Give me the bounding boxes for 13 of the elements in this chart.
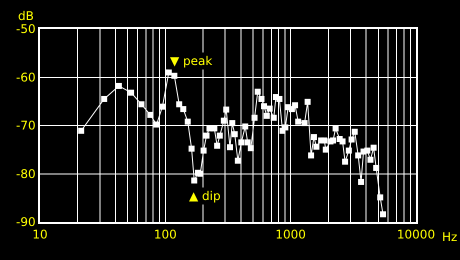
y-axis-title: dB [18, 9, 34, 23]
x-axis-title: Hz [442, 230, 458, 244]
annotation: ▼ peak [170, 54, 212, 68]
y-tick-label: -70 [16, 118, 36, 133]
y-tick-label: -60 [16, 70, 36, 84]
x-tick-label: 100 [154, 227, 177, 242]
x-tick-label: 10 [32, 227, 48, 242]
y-tick-label: -90 [16, 215, 36, 230]
annotation: ▲ dip [189, 189, 221, 203]
x-tick-label: 1000 [275, 227, 306, 242]
y-tick-label: -80 [16, 166, 36, 181]
x-tick-label: 10000 [396, 227, 436, 242]
y-tick-label: -50 [16, 22, 36, 36]
